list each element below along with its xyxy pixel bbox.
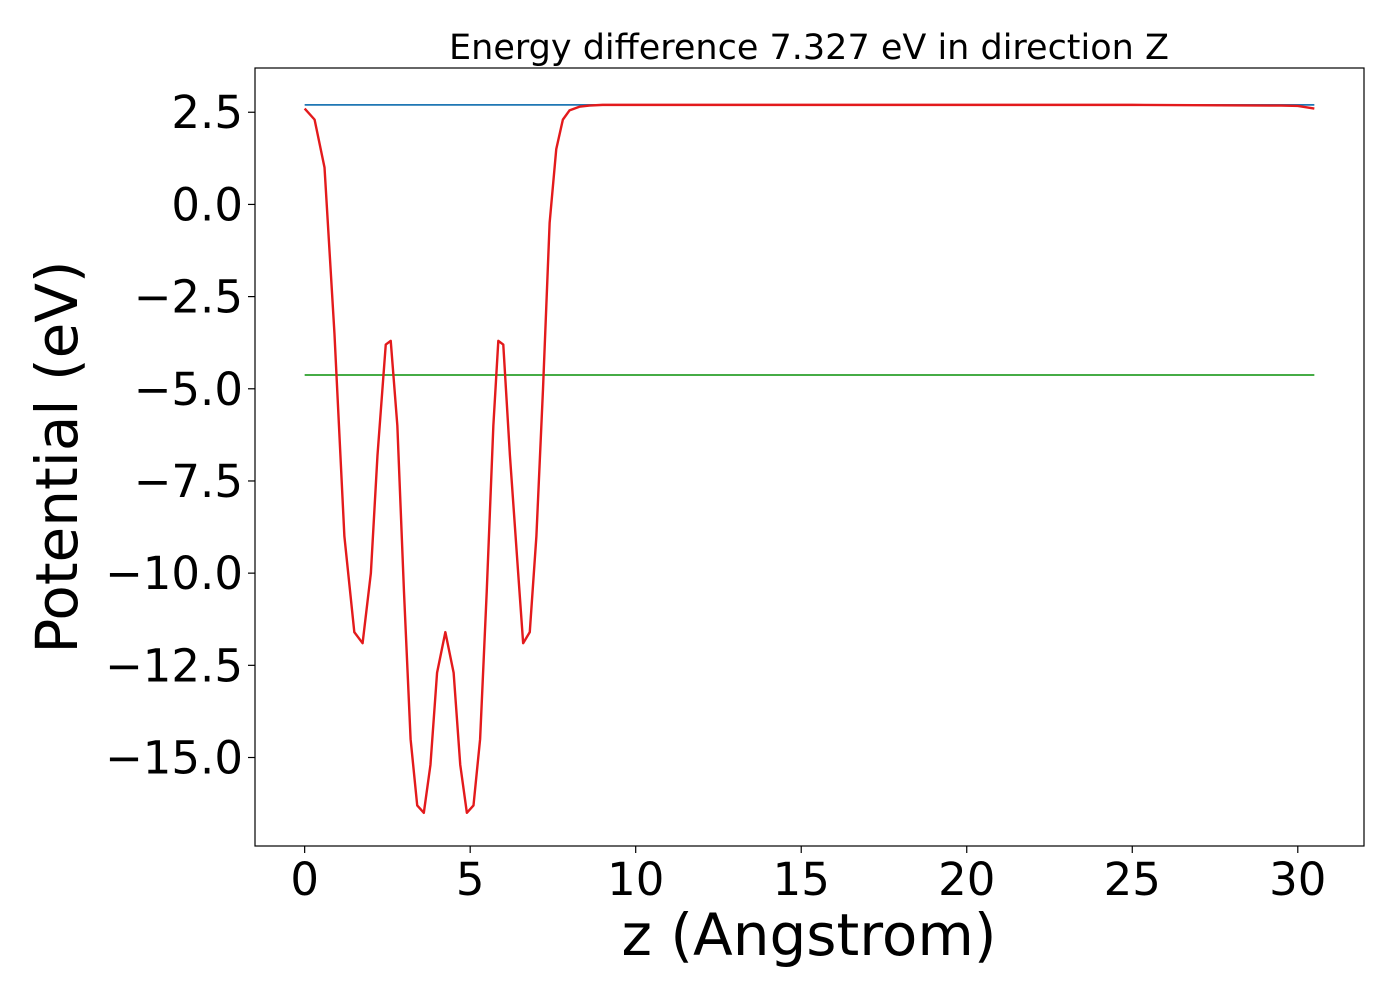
x-tick-label: 5 — [456, 853, 485, 906]
y-tick-label: −12.5 — [105, 639, 243, 692]
x-tick-label: 25 — [1104, 853, 1161, 906]
plot-frame — [254, 67, 1365, 847]
y-tick-label: −10.0 — [105, 547, 243, 600]
y-tick-label: −2.5 — [134, 271, 243, 324]
plot-area — [303, 103, 1315, 815]
y-tick-label: −5.0 — [134, 363, 243, 416]
y-axis: 2.5 0.0 −2.5 −5.0 −7.5 −10.0 −12.5 −15.0 — [105, 86, 255, 785]
x-tick-label: 10 — [607, 853, 664, 906]
x-tick-label: 20 — [938, 853, 995, 906]
y-tick-label: −15.0 — [105, 732, 243, 785]
x-axis-label: z (Angstrom) — [622, 901, 997, 969]
x-tick-label: 15 — [773, 853, 830, 906]
y-tick-label: −7.5 — [134, 455, 243, 508]
y-tick-label: 2.5 — [171, 86, 243, 139]
y-tick-label: 0.0 — [171, 178, 243, 231]
x-tick-label: 30 — [1269, 853, 1326, 906]
x-axis: 0 5 10 15 20 25 30 — [290, 846, 1326, 906]
series-line-potential — [303, 103, 1315, 815]
y-axis-label: Potential (eV) — [23, 260, 91, 653]
chart-title: Energy difference 7.327 eV in direction … — [449, 28, 1169, 68]
series-layer — [303, 103, 1315, 815]
x-tick-label: 0 — [290, 853, 319, 906]
